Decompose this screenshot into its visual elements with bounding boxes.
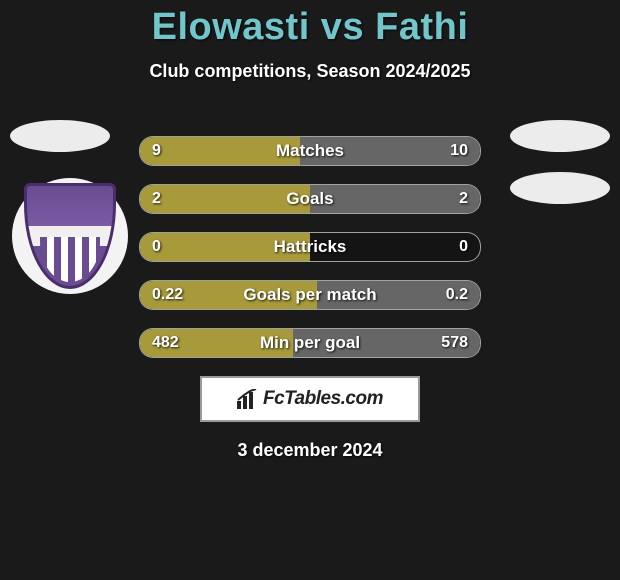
- stats-bars: 910Matches 22Goals 00Hattricks 0.220.2Goals…: [139, 136, 481, 358]
- stat-label: Goals per match: [140, 281, 480, 309]
- stat-row: 482578Min per goal: [139, 328, 481, 358]
- subtitle: Club competitions, Season 2024/2025: [0, 61, 620, 82]
- stat-label: Goals: [140, 185, 480, 213]
- brand-badge[interactable]: FcTables.com: [200, 376, 420, 422]
- stat-row: 910Matches: [139, 136, 481, 166]
- player-right-avatar-2: [510, 172, 610, 204]
- stat-row: 22Goals: [139, 184, 481, 214]
- brand-label: FcTables.com: [263, 388, 383, 410]
- club-crest-left: [12, 178, 128, 294]
- page-title: Elowasti vs Fathi: [0, 0, 620, 49]
- date-label: 3 december 2024: [0, 440, 620, 461]
- stat-row: 0.220.2Goals per match: [139, 280, 481, 310]
- stat-label: Matches: [140, 137, 480, 165]
- stat-label: Min per goal: [140, 329, 480, 357]
- player-left-avatar: [10, 120, 110, 152]
- stat-row: 00Hattricks: [139, 232, 481, 262]
- comparison-card: Elowasti vs Fathi Club competitions, Sea…: [0, 0, 620, 580]
- shield-icon: [24, 183, 116, 289]
- bar-chart-icon: [237, 389, 259, 409]
- stat-label: Hattricks: [140, 233, 480, 261]
- player-right-avatar-1: [510, 120, 610, 152]
- crest-stripes-icon: [40, 237, 100, 282]
